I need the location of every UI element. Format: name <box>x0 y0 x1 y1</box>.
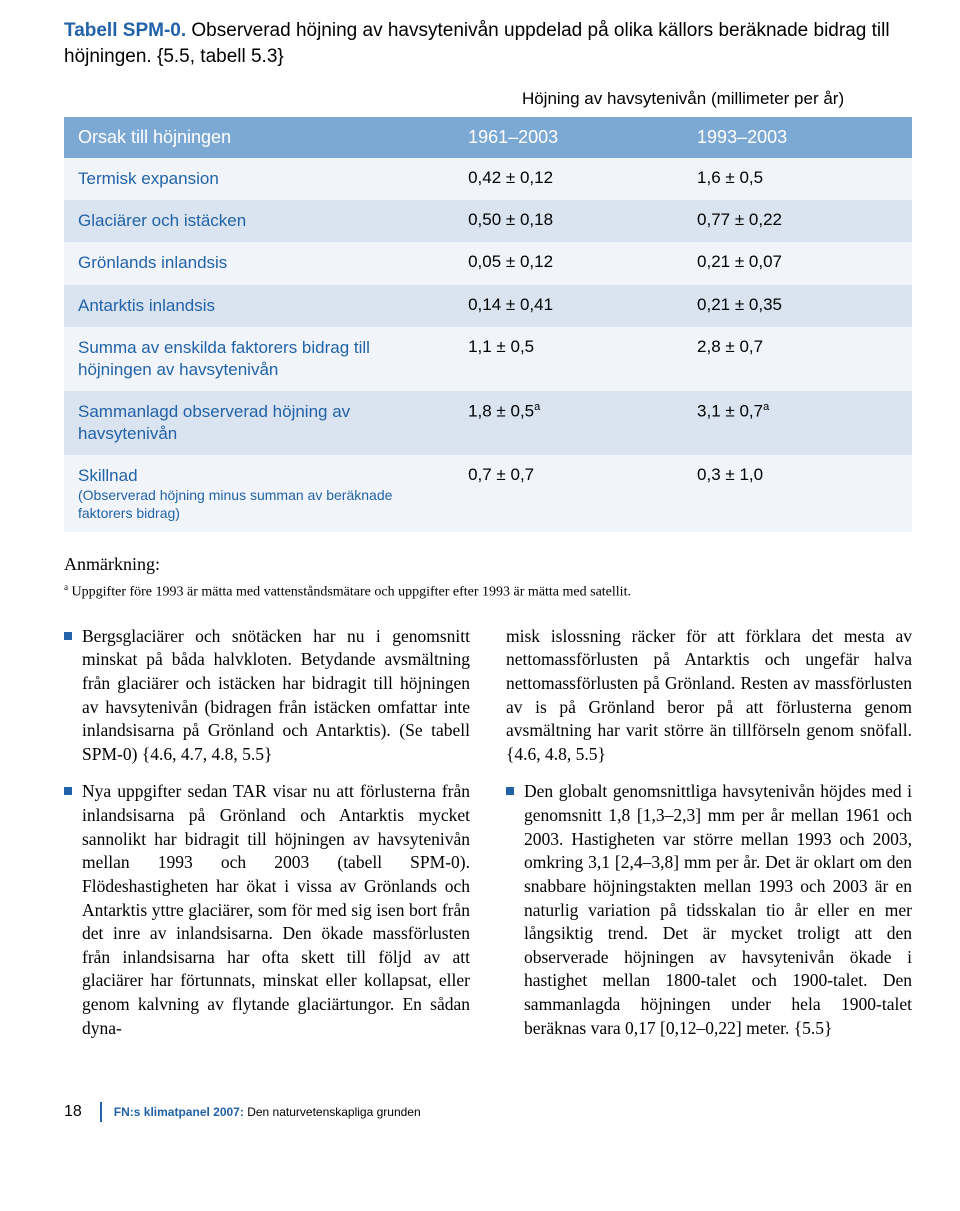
table-title-text: Observerad höjning av havsytenivån uppde… <box>64 20 890 67</box>
body-columns: Bergsglaciärer och snötäcken har nu i ge… <box>64 625 912 1055</box>
row-label: Skillnad (Observerad höjning minus summa… <box>64 455 454 532</box>
row-label: Antarktis inlandsis <box>64 285 454 327</box>
continuation-text: misk islossning räcker för att förklara … <box>506 625 912 767</box>
body-left-column: Bergsglaciärer och snötäcken har nu i ge… <box>64 625 470 1055</box>
table-row: Glaciärer och istäcken 0,50 ± 0,18 0,77 … <box>64 200 912 242</box>
row-value: 0,7 ± 0,7 <box>454 455 683 532</box>
row-sublabel: (Observerad höjning minus summan av berä… <box>78 487 440 522</box>
table-header-col3: 1993–2003 <box>683 117 912 158</box>
table-header-col2: 1961–2003 <box>454 117 683 158</box>
row-value: 0,42 ± 0,12 <box>454 158 683 200</box>
row-label: Glaciärer och istäcken <box>64 200 454 242</box>
table-row: Antarktis inlandsis 0,14 ± 0,41 0,21 ± 0… <box>64 285 912 327</box>
row-label: Grönlands inlandsis <box>64 242 454 284</box>
page-number: 18 <box>64 1103 82 1121</box>
bullet-text: Bergsglaciärer och snötäcken har nu i ge… <box>82 625 470 767</box>
bullet-icon <box>64 632 72 640</box>
row-value: 0,14 ± 0,41 <box>454 285 683 327</box>
body-right-column: misk islossning räcker för att förklara … <box>506 625 912 1055</box>
data-table: Höjning av havsytenivån (millimeter per … <box>64 83 912 532</box>
row-value: 1,1 ± 0,5 <box>454 327 683 391</box>
row-value: 1,8 ± 0,5a <box>454 391 683 455</box>
table-header-row: Orsak till höjningen 1961–2003 1993–2003 <box>64 117 912 158</box>
list-item: Bergsglaciärer och snötäcken har nu i ge… <box>64 625 470 767</box>
table-title-label: Tabell SPM-0. <box>64 20 186 41</box>
list-item: Nya uppgifter sedan TAR visar nu att för… <box>64 780 470 1040</box>
table-row: Sammanlagd observerad höjning av havsyte… <box>64 391 912 455</box>
row-value: 0,50 ± 0,18 <box>454 200 683 242</box>
list-item: Den globalt genomsnittliga havsytenivån … <box>506 780 912 1040</box>
footer-text: FN:s klimatpanel 2007: Den naturvetenska… <box>114 1105 421 1119</box>
bullet-text: Nya uppgifter sedan TAR visar nu att för… <box>82 780 470 1040</box>
row-label: Sammanlagd observerad höjning av havsyte… <box>64 391 454 455</box>
row-value: 3,1 ± 0,7a <box>683 391 912 455</box>
row-value: 0,21 ± 0,35 <box>683 285 912 327</box>
table-row: Termisk expansion 0,42 ± 0,12 1,6 ± 0,5 <box>64 158 912 200</box>
table-row: Grönlands inlandsis 0,05 ± 0,12 0,21 ± 0… <box>64 242 912 284</box>
note-text: a Uppgifter före 1993 är mätta med vatte… <box>64 581 912 603</box>
table-super-header-row: Höjning av havsytenivån (millimeter per … <box>64 83 912 117</box>
footer-title: Den naturvetenskapliga grunden <box>244 1105 421 1119</box>
footer-separator-icon <box>100 1102 102 1122</box>
table-title: Tabell SPM-0. Observerad höjning av havs… <box>64 18 912 69</box>
bullet-text: Den globalt genomsnittliga havsytenivån … <box>524 780 912 1040</box>
table-super-header: Höjning av havsytenivån (millimeter per … <box>454 83 912 117</box>
row-label: Termisk expansion <box>64 158 454 200</box>
row-value: 0,3 ± 1,0 <box>683 455 912 532</box>
page-footer: 18 FN:s klimatpanel 2007: Den naturveten… <box>64 1102 912 1122</box>
bullet-icon <box>506 787 514 795</box>
row-value: 2,8 ± 0,7 <box>683 327 912 391</box>
table-note: Anmärkning: a Uppgifter före 1993 är mät… <box>64 554 912 603</box>
table-row: Summa av enskilda faktorers bidrag till … <box>64 327 912 391</box>
row-value: 0,05 ± 0,12 <box>454 242 683 284</box>
footer-series: FN:s klimatpanel 2007: <box>114 1105 244 1119</box>
note-heading: Anmärkning: <box>64 554 912 575</box>
row-value: 0,77 ± 0,22 <box>683 200 912 242</box>
row-value: 1,6 ± 0,5 <box>683 158 912 200</box>
table-header-col1: Orsak till höjningen <box>64 117 454 158</box>
table-row: Skillnad (Observerad höjning minus summa… <box>64 455 912 532</box>
row-value: 0,21 ± 0,07 <box>683 242 912 284</box>
bullet-icon <box>64 787 72 795</box>
row-label: Summa av enskilda faktorers bidrag till … <box>64 327 454 391</box>
